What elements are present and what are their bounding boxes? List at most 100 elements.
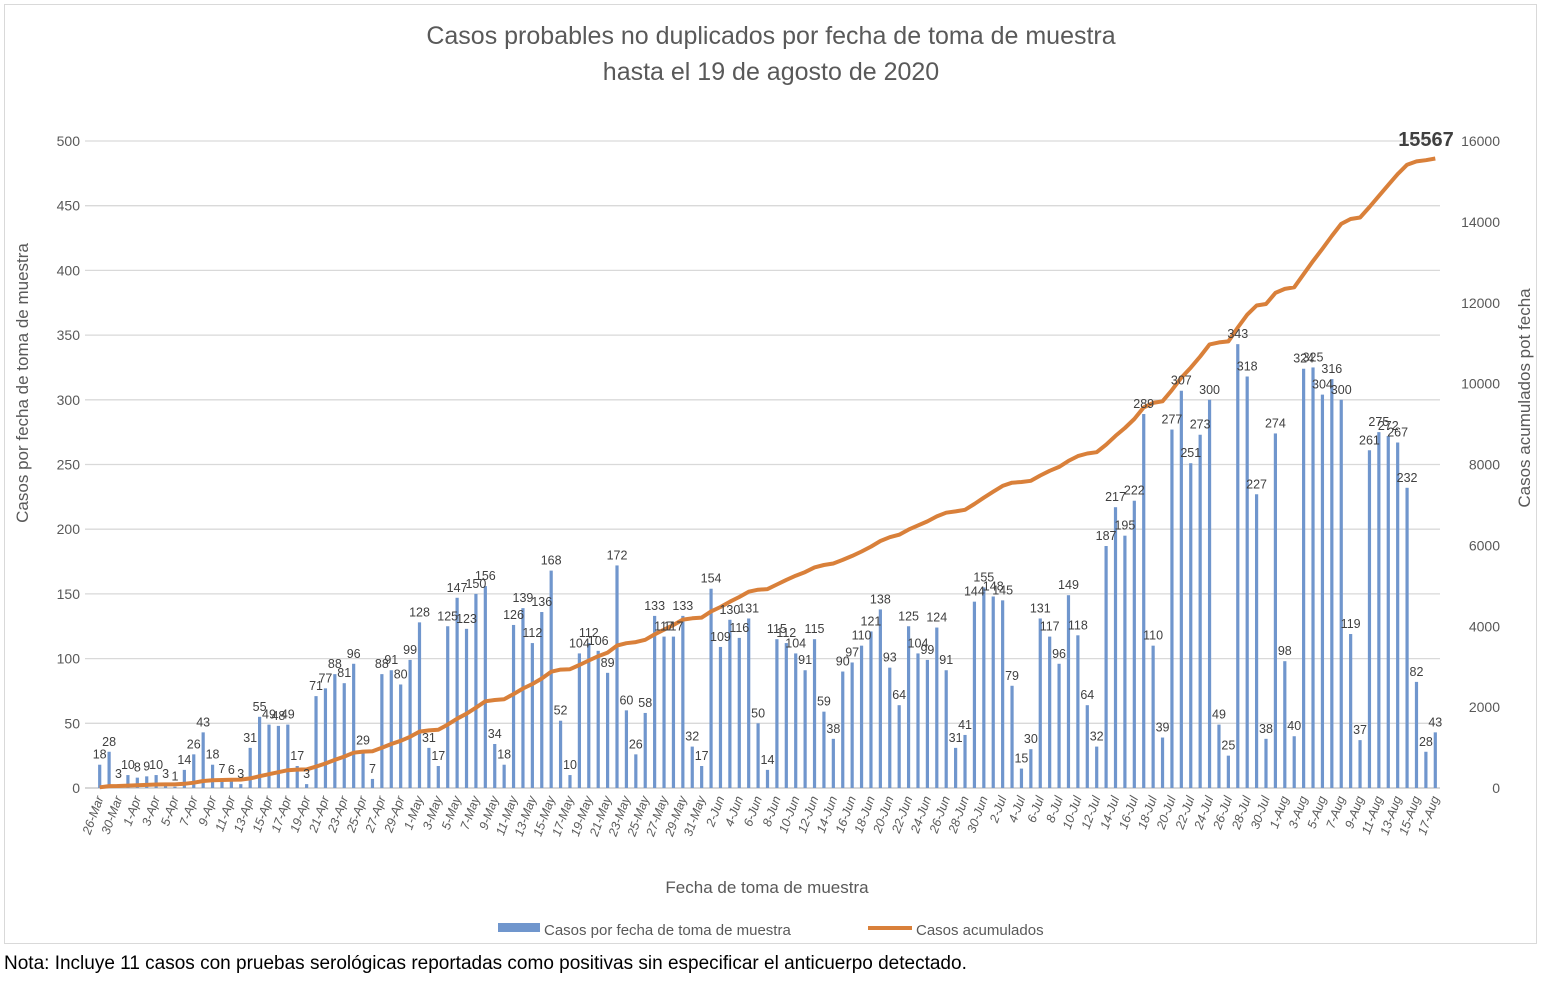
bar [925, 659, 929, 788]
y2-tick-label: 8000 [1469, 457, 1500, 473]
bar-data-label: 172 [607, 548, 628, 562]
bar-data-label: 50 [751, 706, 765, 720]
bar [615, 565, 619, 788]
bar [1001, 600, 1005, 788]
bar-data-label: 277 [1162, 413, 1183, 427]
bar-data-label: 125 [437, 609, 458, 623]
bar [671, 636, 676, 788]
bar-data-label: 49 [281, 708, 295, 722]
bar [1217, 724, 1221, 788]
bar [399, 684, 403, 788]
bar-data-label: 133 [644, 599, 665, 613]
bar-data-label: 43 [196, 715, 210, 729]
bar-data-label: 99 [920, 643, 934, 657]
bar [888, 667, 892, 788]
bar-data-label: 90 [836, 655, 850, 669]
bar [1236, 344, 1240, 788]
bar-data-label: 34 [488, 727, 502, 741]
y2-axis-ticks: 0 2000 4000 6000 8000 10000 12000 14000 16000 [1461, 133, 1500, 796]
bar-data-label: 49 [262, 708, 276, 722]
bar-data-label: 91 [384, 653, 398, 667]
bar [549, 570, 553, 788]
y-tick-label: 250 [57, 457, 81, 473]
bar-data-label: 316 [1321, 362, 1342, 376]
bar [107, 751, 111, 788]
y-tick-label: 450 [57, 198, 81, 214]
bar [1057, 663, 1061, 788]
x-axis-title: Fecha de toma de muestra [665, 878, 869, 897]
bar [1170, 429, 1174, 788]
bar-data-label: 325 [1303, 350, 1324, 364]
chart-subtitle: hasta el 19 de agosto de 2020 [602, 58, 940, 86]
bar [1245, 376, 1249, 788]
legend-swatch-line [868, 926, 912, 930]
bar-data-label: 104 [785, 636, 806, 650]
bar [634, 754, 638, 788]
cumulative-line [99, 156, 1436, 790]
bar-data-label: 168 [541, 554, 562, 568]
bar-data-label: 88 [375, 657, 389, 671]
bar-data-label: 25 [1221, 739, 1235, 753]
bar [201, 732, 205, 788]
bar-data-label: 29 [356, 733, 370, 747]
legend-label-bars: Casos por fecha de toma de muestra [544, 922, 791, 939]
bar [822, 711, 826, 788]
bar-data-label: 14 [177, 753, 191, 767]
bar [145, 776, 149, 788]
bar [1254, 494, 1259, 788]
bar [700, 766, 704, 788]
bar [1123, 535, 1127, 788]
bar-data-label: 58 [638, 696, 652, 710]
bar-data-label: 115 [767, 622, 787, 636]
bar [474, 593, 478, 788]
bar-data-label: 318 [1237, 360, 1258, 374]
bar [1048, 636, 1052, 788]
bar-data-label: 32 [685, 730, 699, 744]
bar [1377, 432, 1381, 788]
bar-data-label: 3 [115, 767, 122, 781]
bar-data-label: 112 [522, 626, 542, 640]
bar [869, 631, 873, 788]
bar [775, 639, 779, 788]
bar-data-label: 38 [1259, 722, 1273, 736]
bar [370, 778, 375, 788]
bar [784, 643, 788, 788]
bar-data-label: 9 [143, 759, 150, 773]
bar-data-label: 52 [554, 704, 568, 718]
bar [1189, 463, 1193, 788]
bar-data-label: 104 [569, 636, 590, 650]
bar-data-label: 275 [1368, 415, 1389, 429]
bar-data-label: 138 [870, 592, 891, 606]
bar-data-label: 14 [761, 753, 775, 767]
bar [1132, 500, 1136, 788]
bar-data-label: 28 [102, 735, 116, 749]
bar [906, 626, 911, 788]
bar-data-label: 126 [503, 608, 524, 622]
bar-data-label: 7 [218, 762, 225, 776]
bar-data-label: 232 [1397, 471, 1418, 485]
bar-data-label: 273 [1190, 418, 1211, 432]
bar-data-label: 272 [1378, 419, 1399, 433]
y2-tick-label: 2000 [1469, 699, 1500, 715]
bar-data-label: 28 [1419, 735, 1433, 749]
bar-data-label: 99 [403, 643, 417, 657]
bar-data-label: 31 [243, 731, 257, 745]
bar [1311, 367, 1315, 788]
bar [1349, 634, 1353, 788]
bar-data-label: 37 [1353, 723, 1367, 737]
bar [737, 637, 741, 788]
bar [408, 659, 412, 788]
bar [1339, 399, 1343, 788]
y-tick-label: 0 [72, 780, 80, 796]
footnote: Nota: Incluye 11 casos con pruebas serol… [4, 953, 967, 974]
bar [624, 710, 629, 788]
bar-data-label: 251 [1180, 446, 1201, 460]
bar-data-label: 71 [309, 679, 323, 693]
bar-data-label: 31 [949, 731, 963, 745]
y2-tick-label: 10000 [1461, 376, 1500, 392]
bar [709, 588, 713, 788]
bar-data-label: 82 [1410, 665, 1424, 679]
bar [286, 724, 290, 788]
bar [530, 643, 534, 788]
bar [587, 643, 591, 788]
